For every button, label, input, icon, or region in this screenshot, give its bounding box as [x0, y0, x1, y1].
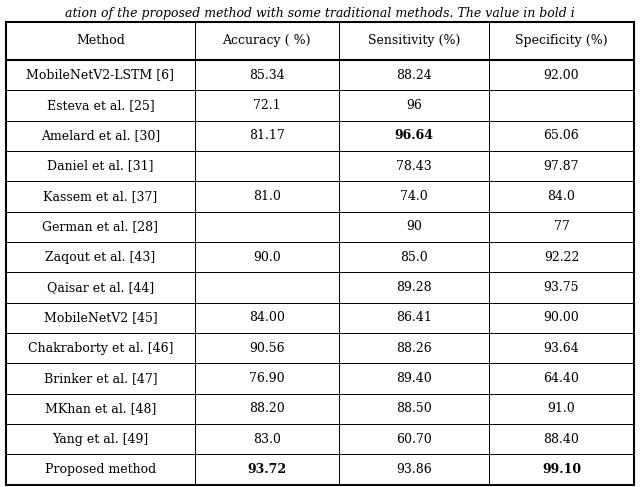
- Text: 88.20: 88.20: [249, 402, 285, 415]
- Text: Specificity (%): Specificity (%): [515, 35, 608, 47]
- Text: 90.00: 90.00: [543, 311, 579, 324]
- Text: 90.56: 90.56: [249, 341, 285, 355]
- Text: 88.24: 88.24: [396, 69, 432, 81]
- Text: ation of the proposed method with some traditional methods. The value in bold i: ation of the proposed method with some t…: [65, 7, 575, 20]
- Text: Method: Method: [76, 35, 125, 47]
- Text: German et al. [28]: German et al. [28]: [42, 220, 159, 233]
- Text: 60.70: 60.70: [396, 432, 432, 446]
- Text: 76.90: 76.90: [249, 372, 285, 385]
- Text: 92.00: 92.00: [543, 69, 579, 81]
- Text: 96: 96: [406, 99, 422, 112]
- Text: 84.00: 84.00: [249, 311, 285, 324]
- Text: 90.0: 90.0: [253, 250, 280, 263]
- Text: Brinker et al. [47]: Brinker et al. [47]: [44, 372, 157, 385]
- Text: 72.1: 72.1: [253, 99, 280, 112]
- Text: 93.64: 93.64: [543, 341, 579, 355]
- Text: 93.72: 93.72: [247, 463, 286, 476]
- Text: 99.10: 99.10: [542, 463, 581, 476]
- Text: MobileNetV2 [45]: MobileNetV2 [45]: [44, 311, 157, 324]
- Text: 74.0: 74.0: [400, 190, 428, 203]
- Text: 85.0: 85.0: [400, 250, 428, 263]
- Text: 81.17: 81.17: [249, 129, 285, 142]
- Text: MKhan et al. [48]: MKhan et al. [48]: [45, 402, 156, 415]
- Text: 96.64: 96.64: [395, 129, 433, 142]
- Text: 88.26: 88.26: [396, 341, 432, 355]
- Text: 65.06: 65.06: [543, 129, 579, 142]
- Text: 89.28: 89.28: [396, 281, 432, 294]
- Text: 89.40: 89.40: [396, 372, 432, 385]
- Text: 83.0: 83.0: [253, 432, 280, 446]
- Text: 97.87: 97.87: [544, 160, 579, 172]
- Text: 86.41: 86.41: [396, 311, 432, 324]
- Text: MobileNetV2-LSTM [6]: MobileNetV2-LSTM [6]: [26, 69, 175, 81]
- Text: 88.50: 88.50: [396, 402, 432, 415]
- Text: Accuracy ( %): Accuracy ( %): [223, 35, 311, 47]
- Text: Kassem et al. [37]: Kassem et al. [37]: [44, 190, 157, 203]
- Text: Qaisar et al. [44]: Qaisar et al. [44]: [47, 281, 154, 294]
- Text: 85.34: 85.34: [249, 69, 285, 81]
- Text: 78.43: 78.43: [396, 160, 432, 172]
- Text: 64.40: 64.40: [543, 372, 579, 385]
- Text: 88.40: 88.40: [543, 432, 579, 446]
- Text: 84.0: 84.0: [548, 190, 575, 203]
- Text: 91.0: 91.0: [548, 402, 575, 415]
- Text: Proposed method: Proposed method: [45, 463, 156, 476]
- Text: Amelard et al. [30]: Amelard et al. [30]: [41, 129, 160, 142]
- Text: 77: 77: [554, 220, 570, 233]
- Text: Chakraborty et al. [46]: Chakraborty et al. [46]: [28, 341, 173, 355]
- Text: Sensitivity (%): Sensitivity (%): [368, 35, 460, 47]
- Text: 93.75: 93.75: [544, 281, 579, 294]
- Text: 92.22: 92.22: [544, 250, 579, 263]
- Text: Zaqout et al. [43]: Zaqout et al. [43]: [45, 250, 156, 263]
- Text: 93.86: 93.86: [396, 463, 432, 476]
- Text: 90: 90: [406, 220, 422, 233]
- Text: Daniel et al. [31]: Daniel et al. [31]: [47, 160, 154, 172]
- Text: Esteva et al. [25]: Esteva et al. [25]: [47, 99, 154, 112]
- Text: 81.0: 81.0: [253, 190, 280, 203]
- Text: Yang et al. [49]: Yang et al. [49]: [52, 432, 148, 446]
